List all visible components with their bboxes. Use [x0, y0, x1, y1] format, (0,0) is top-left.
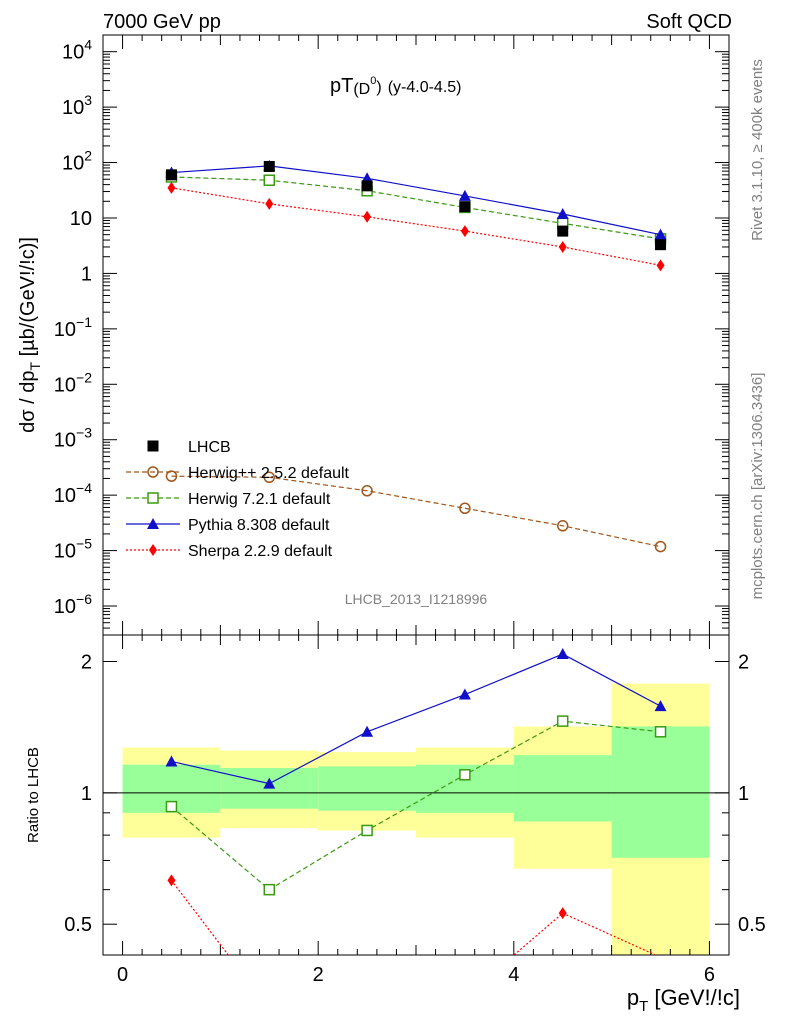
ratio-data-point — [165, 755, 178, 767]
main-y-axis-label: dσ / dpT [µb/(GeV!/!c)] — [17, 237, 43, 433]
energy-label: 7000 GeV pp — [103, 11, 221, 33]
y-tick-label: 10−2 — [54, 369, 92, 396]
legend-label: LHCB — [188, 439, 231, 456]
ratio-bands — [103, 683, 729, 955]
legend-marker — [147, 492, 159, 504]
ratio-y-tick-label: 2 — [81, 651, 92, 673]
y-tick-label: 10 — [70, 208, 92, 230]
ratio-data-point — [167, 874, 176, 887]
ratio-y-axis-label: Ratio to LHCB — [25, 747, 42, 843]
data-point — [263, 174, 276, 186]
y-tick-label: 10−3 — [54, 425, 92, 452]
uncertainty-band-green — [611, 726, 710, 858]
series-line — [171, 475, 661, 548]
mcplots-label: mcplots.cern.ch [arXiv:1306.3436] — [749, 373, 766, 600]
series-line — [171, 176, 661, 240]
ratio-y-tick-label-right: 1 — [738, 783, 749, 805]
series-line — [171, 187, 661, 266]
data-point — [165, 470, 178, 482]
data-point — [556, 208, 569, 220]
data-point — [265, 197, 274, 210]
uncertainty-band-green — [513, 755, 612, 822]
ratio-y-tick-label-right: 0.5 — [738, 914, 766, 936]
y-tick-label: 103 — [62, 92, 92, 119]
x-tick-label: 6 — [704, 964, 715, 986]
y-tick-label: 10−6 — [54, 591, 92, 618]
ratio-data-point — [458, 688, 471, 700]
ratio-data-point — [263, 883, 276, 896]
ratio-data-point — [263, 777, 276, 789]
x-tick-label: 2 — [313, 964, 324, 986]
data-point — [654, 540, 667, 553]
data-point — [654, 228, 667, 240]
data-point — [459, 201, 471, 213]
legend-label: Pythia 8.308 default — [188, 517, 330, 534]
data-point — [655, 239, 667, 251]
ratio-series-clip — [165, 648, 667, 955]
ratio-series-line — [171, 720, 661, 891]
legend-label: Sherpa 2.2.9 default — [188, 543, 333, 560]
ratio-axis-ticks: 0 2 4 6 2 2 1 1 0.5 0.5 — [64, 635, 766, 986]
data-point — [263, 471, 276, 484]
ratio-data-point — [361, 824, 373, 837]
ratio-data-point — [654, 700, 667, 712]
ratio-series-line — [171, 653, 661, 785]
ratio-data-point — [556, 648, 569, 660]
ratio-data-point — [558, 907, 567, 920]
y-tick-label: 10−1 — [54, 314, 92, 341]
legend: LHCB Herwig++ 2.5.2 default Herwig 7.2.1 d… — [126, 439, 350, 560]
ratio-data-point — [459, 769, 471, 781]
legend-marker — [147, 440, 159, 452]
data-point — [363, 210, 372, 223]
ratio-data-point — [556, 715, 569, 727]
ratio-data-point — [654, 726, 667, 738]
ratio-data-point — [165, 800, 178, 813]
data-point — [558, 240, 567, 253]
y-tick-label: 1 — [81, 263, 92, 285]
legend-marker — [149, 544, 157, 556]
legend-label: Herwig++ 2.5.2 default — [188, 465, 350, 482]
plot-title: pT(D0) (y-4.0-4.5) — [330, 75, 461, 98]
data-point — [165, 169, 177, 181]
ratio-y-tick-label: 1 — [81, 783, 92, 805]
main-axis-ticks — [103, 34, 729, 636]
data-point — [460, 225, 469, 238]
legend-label: Herwig 7.2.1 default — [188, 491, 331, 508]
series-line — [171, 165, 661, 236]
legend-marker — [147, 518, 159, 529]
process-label: Soft QCD — [646, 11, 732, 33]
data-point — [459, 502, 471, 515]
data-point — [557, 225, 569, 237]
y-tick-label: 10−4 — [54, 480, 92, 507]
legend-marker — [147, 466, 159, 478]
ratio-y-tick-label: 0.5 — [64, 914, 92, 936]
main-series-layer — [165, 159, 667, 553]
uncertainty-band-green — [318, 766, 416, 811]
data-point — [263, 160, 275, 172]
x-tick-label: 4 — [508, 964, 519, 986]
x-axis-label: pT [GeV!/!c] — [627, 985, 740, 1015]
y-tick-label: 102 — [62, 148, 92, 175]
ratio-series-layer — [165, 648, 667, 955]
rivet-label: Rivet 3.1.10, ≥ 400k events — [749, 59, 766, 241]
data-point — [656, 259, 665, 272]
data-point — [458, 189, 471, 201]
analysis-watermark: LHCB_2013_I1218996 — [345, 591, 488, 607]
ratio-series-line — [170, 880, 658, 955]
data-point — [167, 181, 176, 194]
data-point — [556, 520, 569, 532]
y-tick-label: 10−5 — [54, 536, 92, 563]
ratio-y-tick-label-right: 2 — [738, 651, 749, 673]
data-point — [361, 180, 373, 192]
y-tick-label: 104 — [62, 37, 92, 64]
data-point — [361, 485, 373, 497]
ratio-data-point — [361, 725, 374, 737]
x-tick-label: 0 — [117, 964, 128, 986]
